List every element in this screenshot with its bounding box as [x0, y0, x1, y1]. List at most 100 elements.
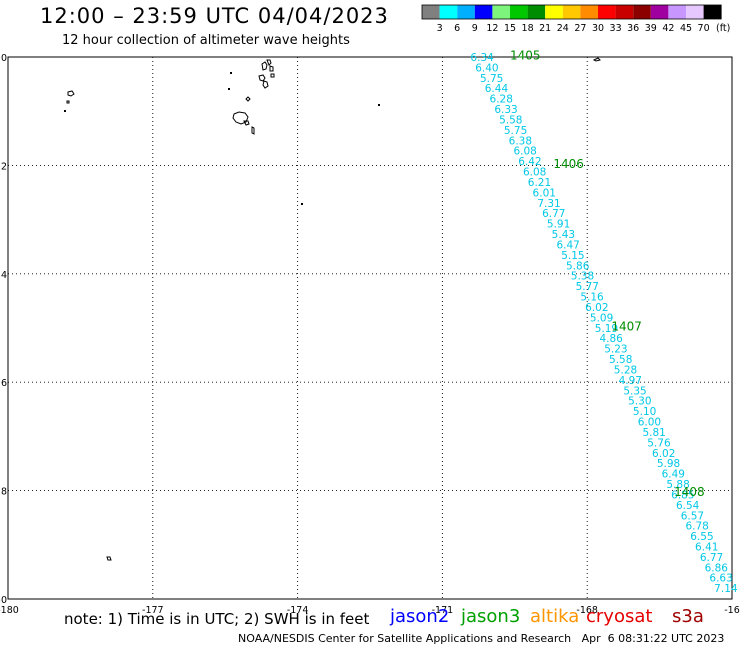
- footer-credit: NOAA/NESDIS Center for Satellite Applica…: [238, 632, 572, 645]
- island-outline: [251, 126, 255, 135]
- legend-frame: [421, 4, 722, 20]
- islet: [64, 110, 66, 112]
- island-outline: [266, 59, 272, 66]
- small-islets: [64, 72, 380, 205]
- legend-swatch: [439, 5, 458, 19]
- track-value: 6.02: [652, 448, 675, 460]
- legend-label: 6: [454, 23, 460, 34]
- legend-label: 3: [437, 23, 443, 34]
- track-value: 5.09: [590, 312, 613, 324]
- track-value: 6.28: [490, 94, 513, 106]
- legend-swatch: [492, 5, 510, 19]
- track-value: 6.78: [685, 521, 708, 533]
- island-outline: [232, 111, 249, 125]
- lon-tick-label: -180: [0, 605, 19, 616]
- legend-label: 36: [627, 23, 639, 34]
- legend-label: 33: [610, 23, 622, 34]
- legend-swatch: [457, 5, 475, 19]
- legend-unit: (ft): [716, 23, 730, 34]
- track-value: 6.44: [485, 83, 509, 95]
- track-value: 6.08: [513, 146, 536, 158]
- island-outline: [270, 73, 275, 78]
- track-value: 5.19: [595, 323, 618, 335]
- track-value: 5.23: [604, 344, 627, 356]
- lat-tick-label: -24: [0, 270, 7, 281]
- track-value: 7.14: [714, 583, 738, 595]
- track-value: 5.28: [614, 364, 637, 376]
- track-value: 6.86: [705, 562, 729, 574]
- track-value: 5.38: [571, 271, 594, 283]
- track-value: 6.40: [475, 62, 498, 74]
- track-value: 5.58: [499, 114, 522, 126]
- islet: [301, 203, 303, 205]
- island-outline: [245, 96, 251, 102]
- satellite-cryosat: cryosat: [586, 606, 653, 627]
- legend-swatch: [580, 5, 598, 19]
- legend-swatch: [545, 5, 563, 19]
- track-value: 5.58: [609, 354, 632, 366]
- legend-label: 12: [486, 23, 498, 34]
- legend-swatch: [510, 5, 528, 19]
- track-value: 6.85: [671, 489, 694, 501]
- islet: [378, 104, 380, 106]
- time-mark: 1405: [510, 48, 541, 62]
- track-value: 5.30: [628, 396, 651, 408]
- legend-label: 9: [472, 23, 478, 34]
- track-value: 6.38: [509, 135, 532, 147]
- lon-tick-label: -174: [287, 605, 309, 616]
- map-subtitle: 12 hour collection of altimeter wave hei…: [62, 33, 350, 48]
- track-value: 5.75: [480, 73, 503, 85]
- islet: [230, 72, 232, 74]
- legend-swatch: [562, 5, 581, 19]
- track-value: 6.63: [709, 573, 732, 585]
- legend-label: 24: [557, 23, 569, 34]
- island-outline: [106, 556, 112, 561]
- track-value: 5.86: [566, 260, 590, 272]
- track-value: 5.88: [666, 479, 689, 491]
- time-mark: 1407: [611, 319, 642, 333]
- track-value: 7.31: [537, 198, 560, 210]
- track-value: 5.16: [580, 292, 604, 304]
- legend-swatch: [598, 5, 616, 19]
- island-outlines: [66, 57, 601, 561]
- legend-label: 45: [680, 23, 692, 34]
- color-legend: 3 6 9 12 15 18 21 24 27 30 33 36 39 42 45 70 (ft): [421, 4, 730, 34]
- map-title: 12:00 – 23:59 UTC 04/04/2023: [40, 4, 389, 28]
- island-outline: [67, 90, 75, 97]
- legend-swatch: [422, 5, 440, 19]
- lat-tick-label: -20: [0, 53, 7, 64]
- legend-label: 21: [539, 23, 551, 34]
- track-value: 6.55: [690, 531, 713, 543]
- track-value: 6.77: [542, 208, 565, 220]
- legend-swatch: [633, 5, 651, 19]
- lat-tick-label: -30: [0, 595, 7, 606]
- track-value: 6.57: [681, 510, 704, 522]
- track-value: 5.35: [623, 385, 646, 397]
- legend-swatch: [703, 5, 722, 19]
- lon-tick-label: -168: [576, 605, 598, 616]
- legend-label: 18: [522, 23, 534, 34]
- track-value: 5.15: [561, 250, 584, 262]
- track-value: 5.81: [642, 427, 665, 439]
- track-value: 5.77: [576, 281, 599, 293]
- legend-label: 15: [504, 23, 516, 34]
- islet: [228, 88, 230, 90]
- legend-swatch: [474, 5, 493, 19]
- legend-label: 39: [645, 23, 657, 34]
- island-outline: [592, 57, 601, 62]
- island-outline: [269, 65, 274, 72]
- satellite-s3a: s3a: [672, 606, 704, 627]
- track-value: 6.21: [528, 177, 551, 189]
- satellite-jason3: jason3: [461, 606, 521, 627]
- track-value: 6.01: [533, 187, 556, 199]
- track-value: 6.02: [585, 302, 608, 314]
- lat-tick-label: -22: [0, 161, 7, 172]
- island-outline: [66, 100, 70, 104]
- satellite-altika: altika: [530, 606, 580, 627]
- time-mark: 1408: [674, 485, 705, 499]
- legend-swatch: [527, 5, 546, 19]
- legend-swatch: [615, 5, 634, 19]
- legend-label: 30: [592, 23, 604, 34]
- track-value: 5.91: [547, 219, 570, 231]
